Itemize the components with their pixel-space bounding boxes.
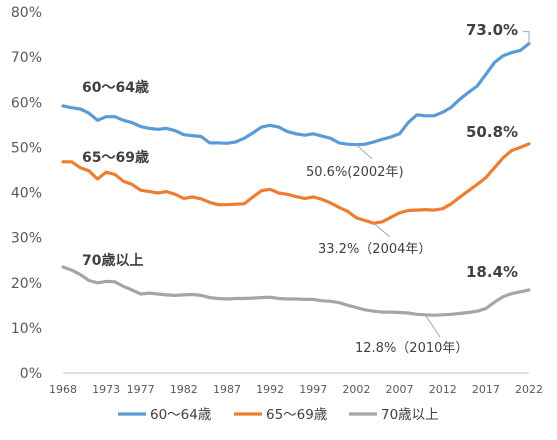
legend: 60～64歳 65～69歳 70歳以上	[118, 407, 439, 423]
legend-label-65-69: 65～69歳	[266, 407, 328, 423]
end-value-label-65-69: 50.8%	[466, 123, 518, 141]
x-tick-label: 1987	[213, 383, 241, 396]
series-label-65-69: 65～69歳	[82, 149, 149, 166]
end-label-leader	[523, 31, 530, 44]
x-tick-label: 1973	[92, 383, 120, 396]
x-tick-label: 2022	[515, 383, 543, 396]
y-tick-label: 40%	[11, 186, 42, 202]
annotations: 50.6%(2002年) 33.2%（2004年） 12.8%（2010年）	[306, 31, 530, 356]
x-tick-label: 2017	[472, 383, 500, 396]
y-tick-label: 0%	[20, 366, 42, 382]
y-axis-ticks: 0% 10% 20% 30% 40% 50% 60% 70% 80%	[11, 5, 42, 382]
end-value-label-60-64: 73.0%	[466, 21, 518, 39]
annotation-leader	[373, 222, 391, 238]
y-tick-label: 70%	[11, 50, 42, 66]
annotation-label: 50.6%(2002年)	[306, 165, 404, 180]
series-line-60-64	[61, 41, 531, 147]
series-label-70-plus: 70歳以上	[82, 252, 143, 269]
x-tick-label: 2007	[386, 383, 414, 396]
x-tick-label: 1977	[127, 383, 155, 396]
y-tick-label: 20%	[11, 276, 42, 292]
y-tick-label: 50%	[11, 140, 42, 156]
series-lines	[61, 41, 531, 317]
annotation-label: 12.8%（2010年）	[355, 341, 468, 356]
x-tick-label: 2002	[342, 383, 370, 396]
annotation-leader	[425, 314, 441, 338]
end-value-label-70-plus: 18.4%	[466, 263, 518, 281]
series-line-70-plus	[61, 265, 531, 317]
x-tick-label: 1982	[170, 383, 198, 396]
x-tick-label: 1997	[299, 383, 327, 396]
x-tick-label: 2012	[429, 383, 457, 396]
x-tick-label: 1968	[49, 383, 77, 396]
legend-label-70-plus: 70歳以上	[381, 407, 439, 423]
x-tick-label: 1992	[256, 383, 284, 396]
legend-label-60-64: 60～64歳	[150, 407, 212, 423]
annotation-leader	[356, 144, 373, 160]
y-tick-label: 80%	[11, 5, 42, 21]
x-axis-ticks: 1968 1973 1977 1982 1987 1992 1997 2002 2007 2012…	[49, 383, 543, 396]
annotation-label: 33.2%（2004年）	[318, 242, 431, 257]
y-tick-label: 60%	[11, 95, 42, 111]
series-label-60-64: 60～64歳	[82, 79, 149, 96]
y-tick-label: 10%	[11, 321, 42, 337]
y-tick-label: 30%	[11, 231, 42, 247]
series-line-65-69	[61, 142, 531, 225]
